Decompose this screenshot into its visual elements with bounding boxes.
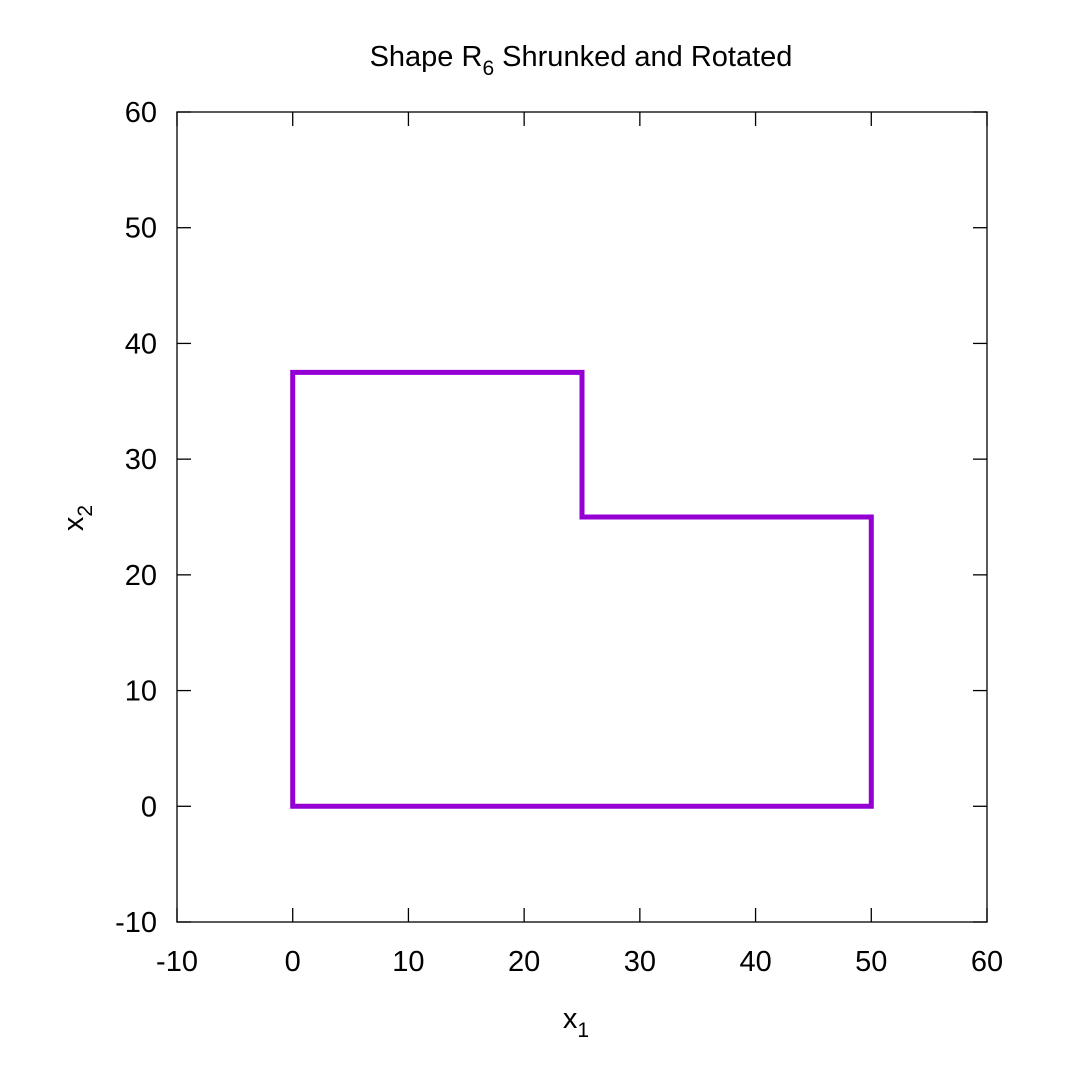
x-tick-label: 0 xyxy=(285,946,301,978)
y-tick-label: 10 xyxy=(125,676,157,708)
x-tick-label: 10 xyxy=(392,946,424,978)
chart-title: Shape R6 Shrunked and Rotated xyxy=(370,41,793,80)
x-tick-label: 60 xyxy=(971,946,1003,978)
plot-area xyxy=(176,111,988,923)
y-tick-label: 40 xyxy=(125,328,157,360)
x-tick-label: 40 xyxy=(739,946,771,978)
x-tick-label: 20 xyxy=(508,946,540,978)
x-axis-title: x1 xyxy=(563,1003,589,1042)
y-tick-label: 30 xyxy=(125,444,157,476)
y-tick-label: -10 xyxy=(115,907,157,939)
x-tick-label: 30 xyxy=(624,946,656,978)
series-layer xyxy=(290,369,874,809)
x-axis: -10 0 10 20 30 40 50 60 xyxy=(156,112,1003,978)
x-tick-label: 50 xyxy=(855,946,887,978)
y-axis-title: x2 xyxy=(58,505,97,531)
y-tick-label: 60 xyxy=(125,97,157,129)
x-tick-label: -10 xyxy=(156,946,198,978)
y-axis: -10 0 10 20 30 40 50 60 xyxy=(115,97,987,939)
y-tick-label: 0 xyxy=(141,791,157,823)
plot-frame xyxy=(176,111,988,923)
y-tick-label: 20 xyxy=(125,560,157,592)
shape-outline-series xyxy=(290,369,874,809)
y-tick-label: 50 xyxy=(125,213,157,245)
